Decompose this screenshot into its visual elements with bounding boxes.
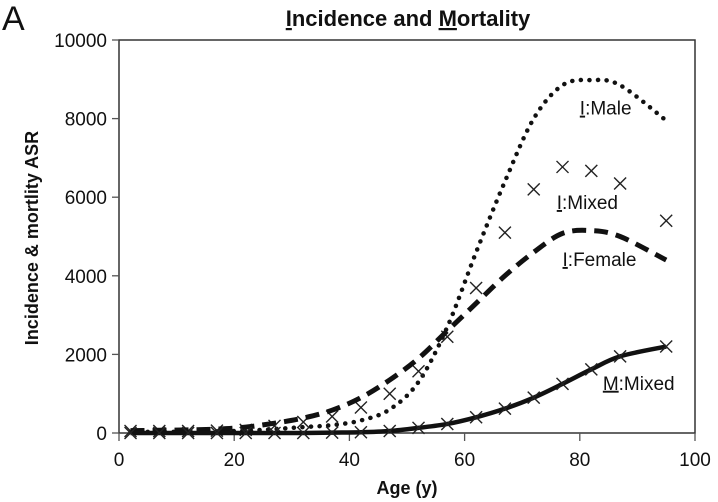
x-axis: 0 20 40 60 80 100: [114, 433, 711, 471]
marker-m-mixed: [383, 424, 397, 438]
title-part: I: [286, 6, 292, 31]
marker-i-mixed: [498, 226, 512, 240]
marker-m-mixed: [296, 426, 310, 440]
title-part: ncidence and: [292, 6, 439, 31]
marker-i-mixed: [659, 214, 673, 228]
series-label-prefix: I: [580, 99, 585, 120]
y-tick-label: 4000: [65, 267, 107, 288]
series-layer: [124, 77, 673, 440]
marker-m-mixed: [210, 426, 224, 440]
x-tick-label: 20: [224, 450, 245, 471]
marker-m-mixed: [613, 349, 627, 363]
title-part: ortality: [457, 6, 531, 31]
marker-i-mixed: [584, 164, 598, 178]
series-label-rest: :Female: [568, 250, 637, 271]
plot-border: [118, 39, 696, 434]
marker-m-mixed: [124, 426, 138, 440]
marker-m-mixed: [412, 421, 426, 435]
marker-i-mixed: [383, 387, 397, 401]
panel-label: A: [2, 0, 25, 38]
marker-i-mixed: [556, 160, 570, 174]
series-m-mixed: [124, 340, 673, 440]
marker-i-mixed: [412, 364, 426, 378]
series-i-female: [130, 227, 668, 434]
marker-m-mixed: [181, 426, 195, 440]
marker-m-mixed: [325, 426, 339, 440]
marker-i-mixed: [325, 409, 339, 423]
series-label-rest: :Male: [585, 99, 631, 120]
y-tick-label: 6000: [65, 188, 107, 209]
plot-frame: [118, 39, 696, 434]
marker-m-mixed: [498, 402, 512, 416]
marker-m-mixed: [354, 425, 368, 439]
x-tick-label: 100: [679, 450, 711, 471]
marker-i-mixed: [469, 281, 483, 295]
y-tick-label: 10000: [54, 31, 107, 52]
x-axis-label: Age (y): [376, 478, 437, 498]
x-tick-label: 80: [569, 450, 590, 471]
series-label: I:Female: [563, 250, 637, 271]
y-axis-label: Incidence & mortlity ASR: [22, 131, 42, 345]
y-tick-label: 2000: [65, 345, 107, 366]
line-i-female: [130, 227, 668, 434]
chart-title: Incidence and Mortality: [286, 6, 531, 31]
series-label-rest: :Mixed: [562, 193, 618, 214]
y-tick-label: 8000: [65, 110, 107, 131]
series-label: I:Mixed: [557, 193, 618, 214]
x-tick-label: 40: [339, 450, 360, 471]
series-label-prefix: I: [563, 250, 568, 271]
marker-m-mixed: [268, 426, 282, 440]
marker-i-mixed: [440, 330, 454, 344]
marker-m-mixed: [527, 391, 541, 405]
marker-m-mixed: [659, 340, 673, 354]
title-part: M: [439, 6, 457, 31]
y-tick-label: 0: [96, 424, 107, 445]
marker-m-mixed: [440, 417, 454, 431]
marker-i-mixed: [354, 400, 368, 414]
marker-m-mixed: [556, 377, 570, 391]
series-label: I:Male: [580, 99, 632, 120]
marker-m-mixed: [469, 410, 483, 424]
marker-m-mixed: [152, 426, 166, 440]
x-tick-label: 60: [454, 450, 475, 471]
marker-m-mixed: [239, 426, 253, 440]
series-label: M:Mixed: [603, 374, 675, 395]
line-m-mixed: [130, 344, 667, 436]
series-label-rest: :Mixed: [619, 374, 675, 395]
marker-i-mixed: [613, 176, 627, 190]
y-axis: 0 2000 4000 6000 8000 10000: [54, 31, 119, 445]
series-label-prefix: I: [557, 193, 562, 214]
marker-m-mixed: [584, 362, 598, 376]
series-label-prefix: M: [603, 374, 619, 395]
marker-i-mixed: [527, 182, 541, 196]
x-tick-label: 0: [114, 450, 125, 471]
